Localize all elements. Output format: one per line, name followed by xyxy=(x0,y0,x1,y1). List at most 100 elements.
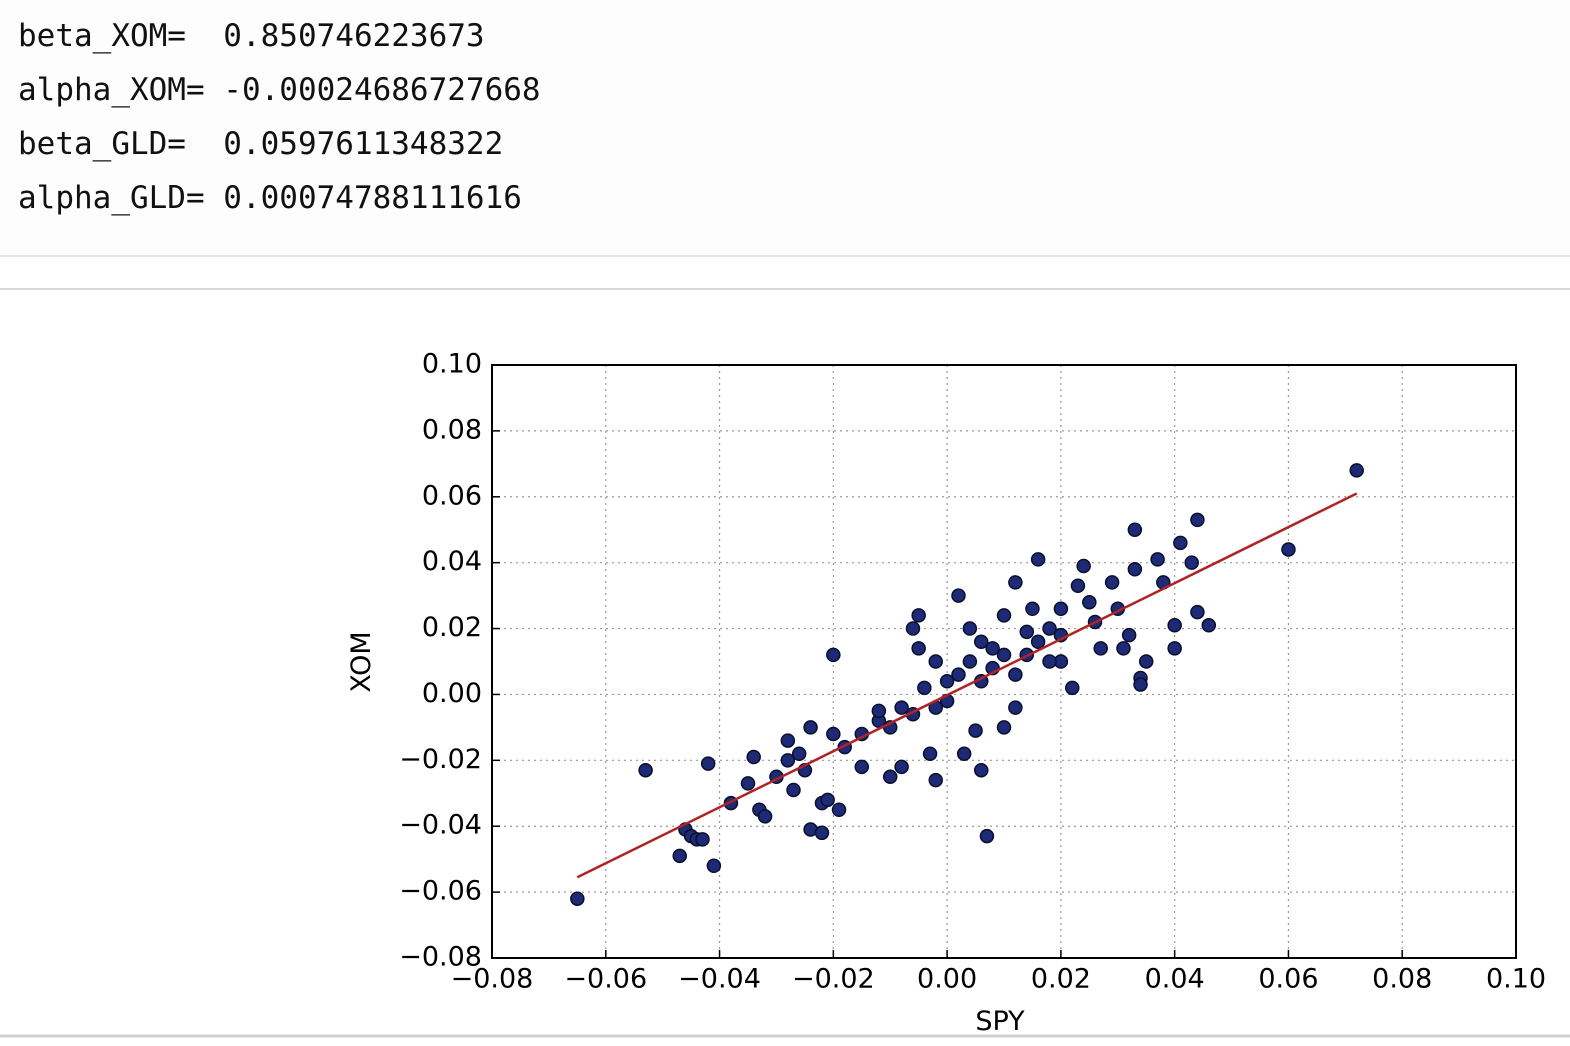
x-tick-label: 0.02 xyxy=(1031,964,1091,995)
point xyxy=(973,762,989,778)
point xyxy=(1127,522,1143,537)
point xyxy=(1082,594,1097,610)
point xyxy=(951,667,966,682)
point xyxy=(1019,624,1035,640)
point xyxy=(1053,601,1069,617)
point xyxy=(740,776,756,791)
point xyxy=(854,759,870,775)
output-area xyxy=(0,0,1570,256)
point xyxy=(1133,677,1148,692)
y-tick-label: 0.02 xyxy=(422,612,482,643)
point xyxy=(1104,575,1120,590)
fit-line xyxy=(576,492,1358,879)
point xyxy=(985,641,1000,656)
point xyxy=(939,674,955,689)
point xyxy=(1184,555,1199,570)
point xyxy=(871,703,887,719)
point xyxy=(905,621,921,636)
point xyxy=(911,608,926,623)
point xyxy=(1150,552,1165,567)
point xyxy=(1065,680,1080,696)
point xyxy=(1030,552,1046,567)
plot-frame xyxy=(491,364,1517,959)
point xyxy=(791,746,807,761)
x-tick-label: −0.02 xyxy=(792,964,875,995)
y-tick-label: −0.08 xyxy=(399,942,482,973)
x-tick-label: 0.08 xyxy=(1372,964,1432,995)
point xyxy=(570,891,585,906)
point xyxy=(928,772,943,788)
x-tick-label: −0.04 xyxy=(678,964,761,995)
point xyxy=(979,828,995,844)
output-line: beta_XOM= 0.850746223673 xyxy=(18,18,485,54)
point xyxy=(1042,654,1057,669)
point xyxy=(951,588,966,603)
point xyxy=(826,647,841,663)
point xyxy=(1030,634,1046,649)
point xyxy=(962,654,978,669)
point xyxy=(1349,463,1364,478)
point xyxy=(996,720,1012,735)
point xyxy=(996,608,1012,623)
point xyxy=(803,720,818,735)
point xyxy=(882,769,898,785)
point xyxy=(1008,700,1023,715)
point xyxy=(1173,535,1188,551)
y-axis-label: XOM xyxy=(346,631,377,692)
point xyxy=(917,680,932,696)
point xyxy=(894,700,909,715)
point xyxy=(814,825,830,841)
point xyxy=(1201,618,1217,633)
x-axis-label: SPY xyxy=(975,1006,1025,1037)
point xyxy=(638,762,653,778)
point xyxy=(820,792,835,808)
x-tick-label: 0.00 xyxy=(917,964,977,995)
x-tick-label: −0.08 xyxy=(451,964,534,995)
point xyxy=(1190,604,1205,620)
point xyxy=(1042,621,1057,636)
y-tick-label: −0.06 xyxy=(399,876,482,907)
point xyxy=(757,809,773,824)
point xyxy=(928,654,943,669)
point xyxy=(1127,562,1143,577)
point xyxy=(922,746,938,761)
point xyxy=(826,726,841,742)
point xyxy=(968,723,983,738)
x-tick-label: 0.10 xyxy=(1486,964,1546,995)
point xyxy=(1167,641,1182,656)
output-line: beta_GLD= 0.0597611348322 xyxy=(18,126,503,162)
point xyxy=(996,647,1012,663)
point xyxy=(1167,618,1182,633)
point xyxy=(831,802,847,817)
y-tick-label: 0.04 xyxy=(422,546,482,577)
point xyxy=(706,858,722,874)
x-tick-label: 0.06 xyxy=(1258,964,1318,995)
y-tick-label: 0.08 xyxy=(422,414,482,445)
x-tick-label: −0.06 xyxy=(564,964,647,995)
y-tick-label: 0.10 xyxy=(422,349,482,380)
point xyxy=(780,733,796,748)
output-line: alpha_XOM= -0.00024686727668 xyxy=(18,72,541,108)
point xyxy=(962,621,978,636)
point xyxy=(1008,667,1023,682)
y-tick-label: −0.04 xyxy=(399,810,482,841)
y-tick-label: 0.06 xyxy=(422,480,482,511)
point xyxy=(1025,601,1040,617)
point xyxy=(894,759,909,775)
y-tick-label: 0.00 xyxy=(422,678,482,709)
point xyxy=(786,782,801,798)
y-tick-label: −0.02 xyxy=(399,744,482,775)
point xyxy=(1070,578,1086,593)
point xyxy=(973,634,989,649)
point xyxy=(672,848,687,864)
point xyxy=(1190,512,1205,528)
point xyxy=(780,753,796,768)
point xyxy=(700,756,716,771)
point xyxy=(911,641,926,656)
point xyxy=(956,746,972,761)
x-tick-label: 0.04 xyxy=(1145,964,1205,995)
point xyxy=(746,749,761,765)
point xyxy=(1121,627,1137,643)
point xyxy=(1076,558,1091,574)
